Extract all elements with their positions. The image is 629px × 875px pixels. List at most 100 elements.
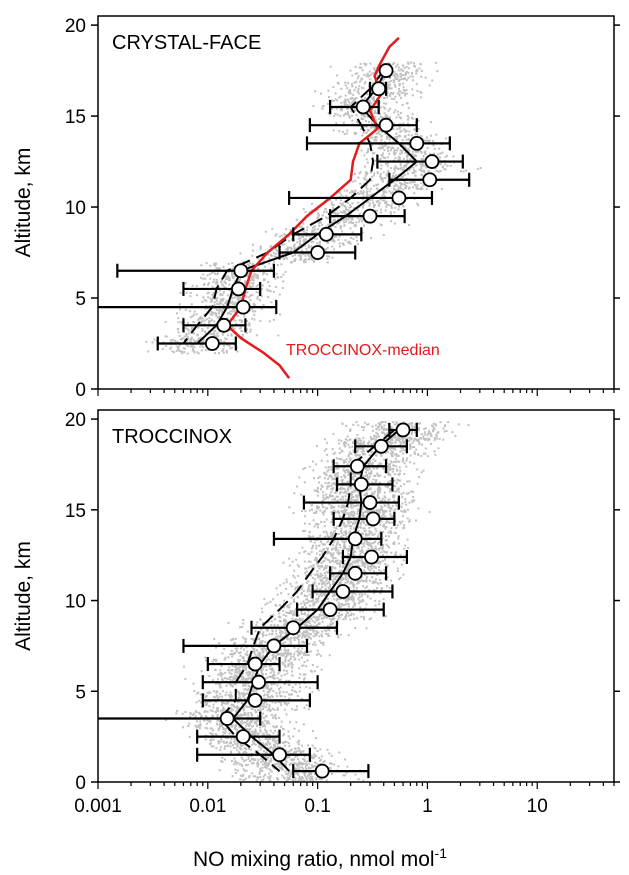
cloud-dot	[324, 615, 327, 618]
cloud-dot	[411, 181, 414, 184]
cloud-dot	[355, 132, 357, 135]
cloud-dot	[402, 510, 405, 513]
cloud-dot	[350, 452, 353, 455]
cloud-dot	[353, 554, 355, 557]
cloud-dot	[280, 592, 283, 595]
cloud-dot	[318, 475, 321, 478]
cloud-dot	[423, 431, 426, 434]
cloud-dot	[317, 565, 320, 568]
cloud-dot	[359, 521, 362, 524]
cloud-dot	[304, 595, 307, 597]
cloud-dot	[433, 437, 436, 440]
cloud-dot	[368, 618, 371, 621]
cloud-dot	[356, 512, 359, 515]
cloud-dot	[374, 159, 377, 162]
cloud-dot	[399, 167, 402, 170]
cloud-dot	[304, 571, 307, 574]
cloud-dot	[389, 433, 392, 436]
cloud-dot	[388, 440, 391, 443]
cloud-dot	[254, 310, 257, 313]
cloud-dot	[221, 311, 224, 313]
cloud-dot	[331, 245, 334, 248]
cloud-dot	[373, 442, 375, 445]
cloud-dot	[392, 421, 395, 424]
cloud-dot	[349, 459, 352, 462]
cloud-dot	[355, 236, 358, 239]
cloud-dot	[354, 521, 357, 524]
cloud-dot	[428, 430, 430, 433]
cloud-dot	[330, 488, 333, 491]
cloud-dot	[336, 113, 339, 116]
cloud-dot	[442, 427, 445, 430]
cloud-dot	[193, 346, 196, 349]
cloud-dot	[304, 258, 307, 261]
cloud-dot	[329, 65, 332, 68]
cloud-dot	[316, 489, 319, 492]
cloud-dot	[189, 292, 192, 294]
cloud-dot	[376, 188, 379, 191]
cloud-dot	[371, 199, 374, 202]
cloud-dot	[325, 567, 328, 570]
cloud-dot	[476, 168, 479, 171]
cloud-dot	[349, 471, 352, 474]
cloud-dot	[391, 454, 393, 457]
cloud-dot	[316, 505, 319, 508]
cloud-dot	[400, 506, 403, 509]
cloud-dot	[325, 570, 328, 573]
cloud-dot	[363, 461, 366, 464]
cloud-dot	[382, 78, 384, 81]
cloud-dot	[363, 545, 366, 548]
cloud-dot	[353, 207, 355, 210]
cloud-dot	[370, 617, 373, 620]
cloud-dot	[395, 78, 398, 80]
cloud-dot	[332, 616, 335, 619]
cloud-dot	[366, 541, 369, 544]
cloud-dot	[249, 285, 252, 288]
cloud-dot	[356, 546, 359, 549]
cloud-dot	[391, 442, 394, 445]
cloud-dot	[397, 537, 400, 540]
cloud-dot	[383, 434, 386, 436]
cloud-dot	[361, 549, 364, 552]
cloud-dot	[322, 105, 325, 107]
cloud-dot	[350, 493, 353, 496]
cloud-dot	[308, 530, 311, 533]
cloud-dot	[346, 536, 349, 538]
cloud-dot	[374, 100, 376, 103]
cloud-dot	[424, 139, 427, 142]
cloud-dot	[433, 147, 436, 150]
cloud-dot	[256, 275, 259, 278]
cloud-dot	[405, 65, 408, 68]
cloud-dot	[376, 573, 379, 576]
cloud-dot	[324, 535, 327, 538]
cloud-dot	[369, 136, 372, 139]
cloud-dot	[333, 539, 336, 542]
cloud-dot	[246, 320, 249, 322]
cloud-dot	[380, 551, 383, 554]
cloud-dot	[344, 495, 347, 498]
cloud-dot	[245, 328, 248, 331]
cloud-dot	[218, 352, 220, 355]
cloud-dot	[346, 602, 349, 605]
cloud-dot	[373, 204, 376, 206]
cloud-dot	[333, 593, 336, 596]
cloud-dot	[198, 338, 201, 340]
cloud-dot	[409, 461, 411, 464]
cloud-dot	[212, 297, 215, 300]
cloud-dot	[363, 569, 366, 572]
cloud-dot	[214, 264, 217, 267]
cloud-dot	[435, 437, 438, 440]
cloud-dot	[378, 428, 381, 431]
cloud-dot	[147, 350, 150, 353]
cloud-dot	[388, 546, 391, 549]
cloud-dot	[359, 170, 362, 173]
cloud-dot	[201, 330, 204, 332]
cloud-dot	[353, 499, 356, 502]
cloud-dot	[317, 523, 320, 526]
cloud-dot	[270, 614, 273, 617]
cloud-dot	[424, 452, 427, 455]
cloud-dot	[332, 532, 335, 535]
cloud-dot	[331, 495, 334, 498]
cloud-dot	[408, 167, 411, 170]
cloud-dot	[386, 94, 389, 97]
